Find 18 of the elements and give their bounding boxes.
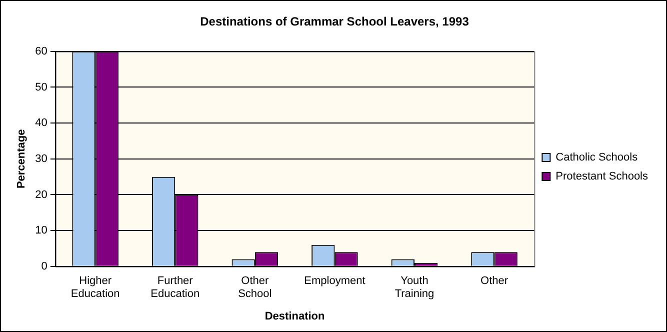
legend-label: Catholic Schools (556, 152, 638, 164)
y-tick-label: 0 (41, 260, 48, 272)
legend-label: Protestant Schools (556, 170, 648, 183)
y-tick-label: 10 (35, 224, 48, 237)
y-tick-label: 50 (35, 81, 48, 94)
x-axis-title: Destination (264, 310, 326, 322)
x-tick-label: Higher Education (70, 275, 120, 300)
x-tick-label: Employment (304, 275, 366, 288)
y-tick-label: 20 (35, 188, 48, 201)
x-tick-label: Further Education (150, 275, 200, 300)
y-axis-title: Percentage (16, 129, 28, 189)
x-tick-label: Youth Training (394, 275, 434, 300)
x-tick-label: Other (480, 275, 508, 288)
y-tick-label: 60 (35, 45, 48, 58)
y-tick-label: 30 (35, 152, 48, 165)
x-tick-label: Other School (238, 275, 272, 300)
chart-title: Destinations of Grammar School Leavers, 1993 (200, 14, 470, 29)
y-tick-label: 40 (35, 117, 48, 130)
